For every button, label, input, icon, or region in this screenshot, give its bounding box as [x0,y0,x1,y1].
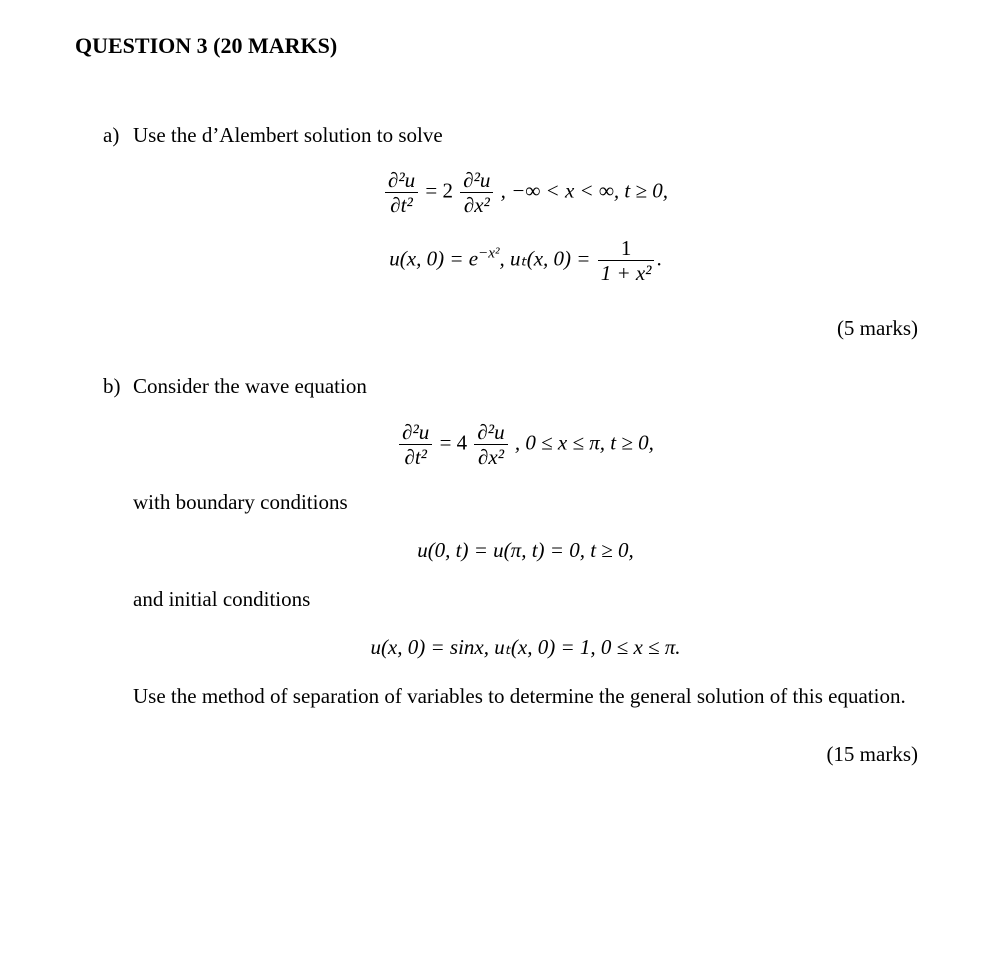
fraction-d2u-dx2-b: ∂²u ∂x² [474,420,507,469]
fraction-d2u-dx2: ∂²u ∂x² [460,168,493,217]
part-b-task: Use the method of separation of variable… [133,681,918,711]
fraction-1-over-1plusx2: 1 1 + x² [598,236,655,285]
ic-exp: −x² [478,245,499,261]
part-a-domain: , −∞ < x < ∞, t ≥ 0, [501,179,668,203]
part-a-equation-pde: ∂²u ∂t² = 2 ∂²u ∂x² , −∞ < x < ∞, t ≥ 0, [133,168,918,217]
fraction-d2u-dt2-b: ∂²u ∂t² [399,420,432,469]
parts-list: Use the d’Alembert solution to solve ∂²u… [75,120,918,770]
part-a-equation-ic: u(x, 0) = e−x², uₜ(x, 0) = 1 1 + x² . [133,236,918,285]
part-b-bc-equation: u(0, t) = u(π, t) = 0, t ≥ 0, [133,535,918,565]
part-a-intro: Use the d’Alembert solution to solve [133,120,918,150]
question-heading: QUESTION 3 (20 MARKS) [75,30,918,62]
part-b-marks: (15 marks) [133,739,918,769]
part-b-ic-equation: u(x, 0) = sinx, uₜ(x, 0) = 1, 0 ≤ x ≤ π. [133,632,918,662]
ic-period: . [656,246,661,270]
part-b-equation-pde: ∂²u ∂t² = 4 ∂²u ∂x² , 0 ≤ x ≤ π, t ≥ 0, [133,420,918,469]
part-b-ic-label: and initial conditions [133,584,918,614]
fraction-d2u-dt2: ∂²u ∂t² [385,168,418,217]
part-a-marks: (5 marks) [133,313,918,343]
part-b: Consider the wave equation ∂²u ∂t² = 4 ∂… [103,371,918,769]
equals-4: = 4 [440,430,468,454]
part-a: Use the d’Alembert solution to solve ∂²u… [103,120,918,343]
part-b-intro: Consider the wave equation [133,371,918,401]
part-b-domain: , 0 ≤ x ≤ π, t ≥ 0, [515,430,654,454]
equals-2: = 2 [425,179,453,203]
page: QUESTION 3 (20 MARKS) Use the d’Alembert… [0,0,993,954]
ic-u-x0: u(x, 0) = e [389,246,478,270]
part-b-bc-label: with boundary conditions [133,487,918,517]
ic-sep: , uₜ(x, 0) = [500,246,596,270]
